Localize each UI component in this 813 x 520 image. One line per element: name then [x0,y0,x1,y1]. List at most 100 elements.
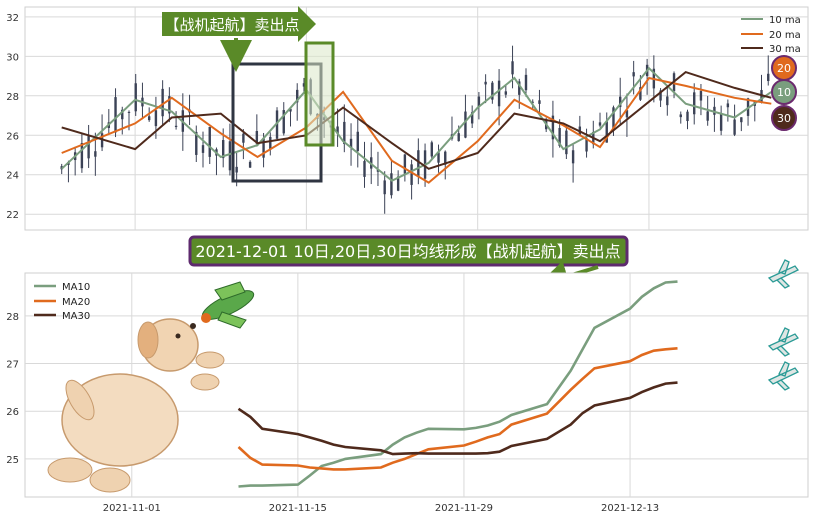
candle-body [127,111,131,113]
candle-body [565,130,568,155]
plane-icon-ma10 [767,259,799,289]
candle-body [767,73,770,82]
top-chart-panel: 22 24 26 28 30 32 【战机起航】卖出点 10 ma 20 ma 30 ma… [6,6,809,231]
top-ma-lines [61,66,772,184]
candle-body [114,97,117,133]
ma-badges: 20 10 30 [771,55,797,131]
candle-body [551,115,555,140]
legend-ma10: MA10 [62,282,90,293]
legend-20ma: 20 ma [769,30,801,41]
candle-body [134,83,137,112]
candle-body [235,166,238,173]
candle-body [396,176,400,191]
candle-body [296,89,299,103]
candle-body [585,138,588,152]
candle-body [639,87,642,100]
candle-body [706,111,709,121]
badge-10 [771,79,797,105]
bottom-y-ticks: 25 26 27 28 [6,312,19,466]
candle-body [147,116,151,121]
badge-30-label: 30 [777,112,791,125]
badge-10-label: 10 [777,86,791,99]
toy-plane-icon [201,281,255,329]
candle-body [719,113,723,131]
arrow-banner-label: 【战机起航】卖出点 [164,16,299,34]
candle-body [403,154,407,174]
candle-body [457,133,460,142]
bottom-x-tick-label: 2021-11-15 [269,503,327,514]
candle-body [619,96,622,108]
candle-body [174,125,178,127]
candle-body [444,151,447,165]
candle-body [336,126,339,134]
top-legend: 10 ma 20 ma 30 ma [741,15,801,55]
candle-body [168,96,171,114]
candle-body [228,141,232,171]
candle-body [262,138,265,158]
candle-body [302,83,306,87]
top-y-tick-label: 24 [6,171,19,182]
candle-body [659,90,662,101]
dog-illustration [47,318,225,493]
candle-body [558,127,561,146]
top-line-20-ma [61,76,772,184]
bottom-y-tick-label: 27 [6,360,19,371]
plane-icon-ma20 [767,327,799,357]
candle-body [477,96,481,108]
bottom-y-tick-label: 26 [6,407,19,418]
candle-body [686,111,689,122]
candle-body [208,126,211,157]
signal-banner-text: 2021-12-01 10日,20日,30日均线形成【战机起航】卖出点 [195,242,620,261]
bottom-ma-lines [237,280,678,488]
bottom-line-MA30 [237,381,678,456]
candle-body [363,161,366,177]
candle-body [410,164,413,185]
candle-body [430,142,433,157]
candle-body [497,80,501,107]
plane-icon-ma30 [767,361,799,391]
candle-body [269,136,272,150]
candle-body [612,107,615,130]
candle-body [161,88,164,117]
bottom-y-tick-label: 28 [6,312,19,323]
candle-body [437,152,440,163]
candle-body [282,110,285,134]
bottom-line-MA20 [237,347,678,471]
candle-body [632,72,635,77]
top-y-tick-label: 30 [6,52,19,63]
candle-body [87,136,90,159]
candle-body [248,161,252,168]
badge-30 [771,105,797,131]
legend-ma20: MA20 [62,297,90,308]
candle-body [605,121,608,143]
sell-point-arrow-banner: 【战机起航】卖出点 [162,6,316,72]
candle-body [733,119,736,135]
bottom-x-ticks: 2021-11-01 2021-11-15 2021-11-29 2021-12-13 [103,503,659,514]
candle-body [740,117,743,123]
candle-body [195,131,198,155]
signal-banner: 2021-12-01 10日,20日,30日均线形成【战机起航】卖出点 [188,235,629,292]
legend-ma30: MA30 [62,311,90,322]
top-grid [25,7,808,230]
candle-body [221,140,225,159]
bottom-x-tick-label: 2021-11-01 [103,503,161,514]
top-y-tick-label: 32 [6,13,19,24]
bottom-line-MA10 [238,280,678,488]
candle-body [242,133,245,143]
candle-body [464,111,467,138]
candle-body [491,82,494,100]
candle-body [504,91,508,95]
bottom-x-tick-label: 2021-11-29 [435,503,493,514]
candle-body [679,114,682,118]
candle-body [417,150,420,177]
candle-body [383,180,386,195]
candle-body [625,110,629,118]
candle-body [80,142,84,169]
candle-body [518,81,521,95]
candle-body [356,131,359,152]
candle-body [538,100,541,104]
top-y-ticks: 22 24 26 28 30 32 [6,13,19,221]
candle-body [349,138,353,148]
top-line-30-ma [61,70,772,170]
